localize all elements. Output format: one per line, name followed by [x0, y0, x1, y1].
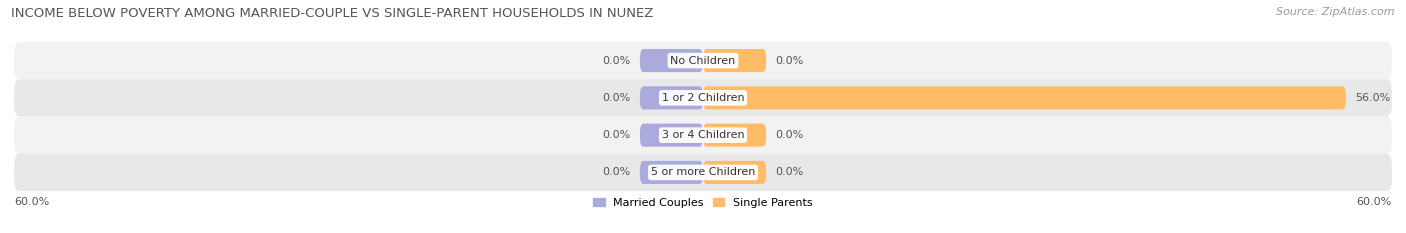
Text: 56.0%: 56.0%: [1355, 93, 1391, 103]
FancyBboxPatch shape: [14, 116, 1392, 154]
Text: 0.0%: 0.0%: [602, 56, 631, 65]
Text: 0.0%: 0.0%: [602, 168, 631, 177]
Legend: Married Couples, Single Parents: Married Couples, Single Parents: [589, 193, 817, 212]
FancyBboxPatch shape: [14, 154, 1392, 191]
FancyBboxPatch shape: [703, 161, 766, 184]
Text: 0.0%: 0.0%: [775, 130, 804, 140]
FancyBboxPatch shape: [640, 86, 703, 110]
FancyBboxPatch shape: [14, 79, 1392, 116]
Text: 60.0%: 60.0%: [14, 197, 49, 207]
Text: 0.0%: 0.0%: [775, 56, 804, 65]
FancyBboxPatch shape: [14, 42, 1392, 79]
Text: No Children: No Children: [671, 56, 735, 65]
FancyBboxPatch shape: [703, 123, 766, 147]
FancyBboxPatch shape: [640, 123, 703, 147]
Text: 0.0%: 0.0%: [602, 93, 631, 103]
FancyBboxPatch shape: [703, 49, 766, 72]
Text: 3 or 4 Children: 3 or 4 Children: [662, 130, 744, 140]
FancyBboxPatch shape: [640, 49, 703, 72]
Text: 0.0%: 0.0%: [775, 168, 804, 177]
FancyBboxPatch shape: [640, 161, 703, 184]
Text: 5 or more Children: 5 or more Children: [651, 168, 755, 177]
FancyBboxPatch shape: [703, 86, 1346, 110]
Text: 0.0%: 0.0%: [602, 130, 631, 140]
Text: 1 or 2 Children: 1 or 2 Children: [662, 93, 744, 103]
Text: 60.0%: 60.0%: [1357, 197, 1392, 207]
Text: Source: ZipAtlas.com: Source: ZipAtlas.com: [1277, 7, 1395, 17]
Text: INCOME BELOW POVERTY AMONG MARRIED-COUPLE VS SINGLE-PARENT HOUSEHOLDS IN NUNEZ: INCOME BELOW POVERTY AMONG MARRIED-COUPL…: [11, 7, 654, 20]
